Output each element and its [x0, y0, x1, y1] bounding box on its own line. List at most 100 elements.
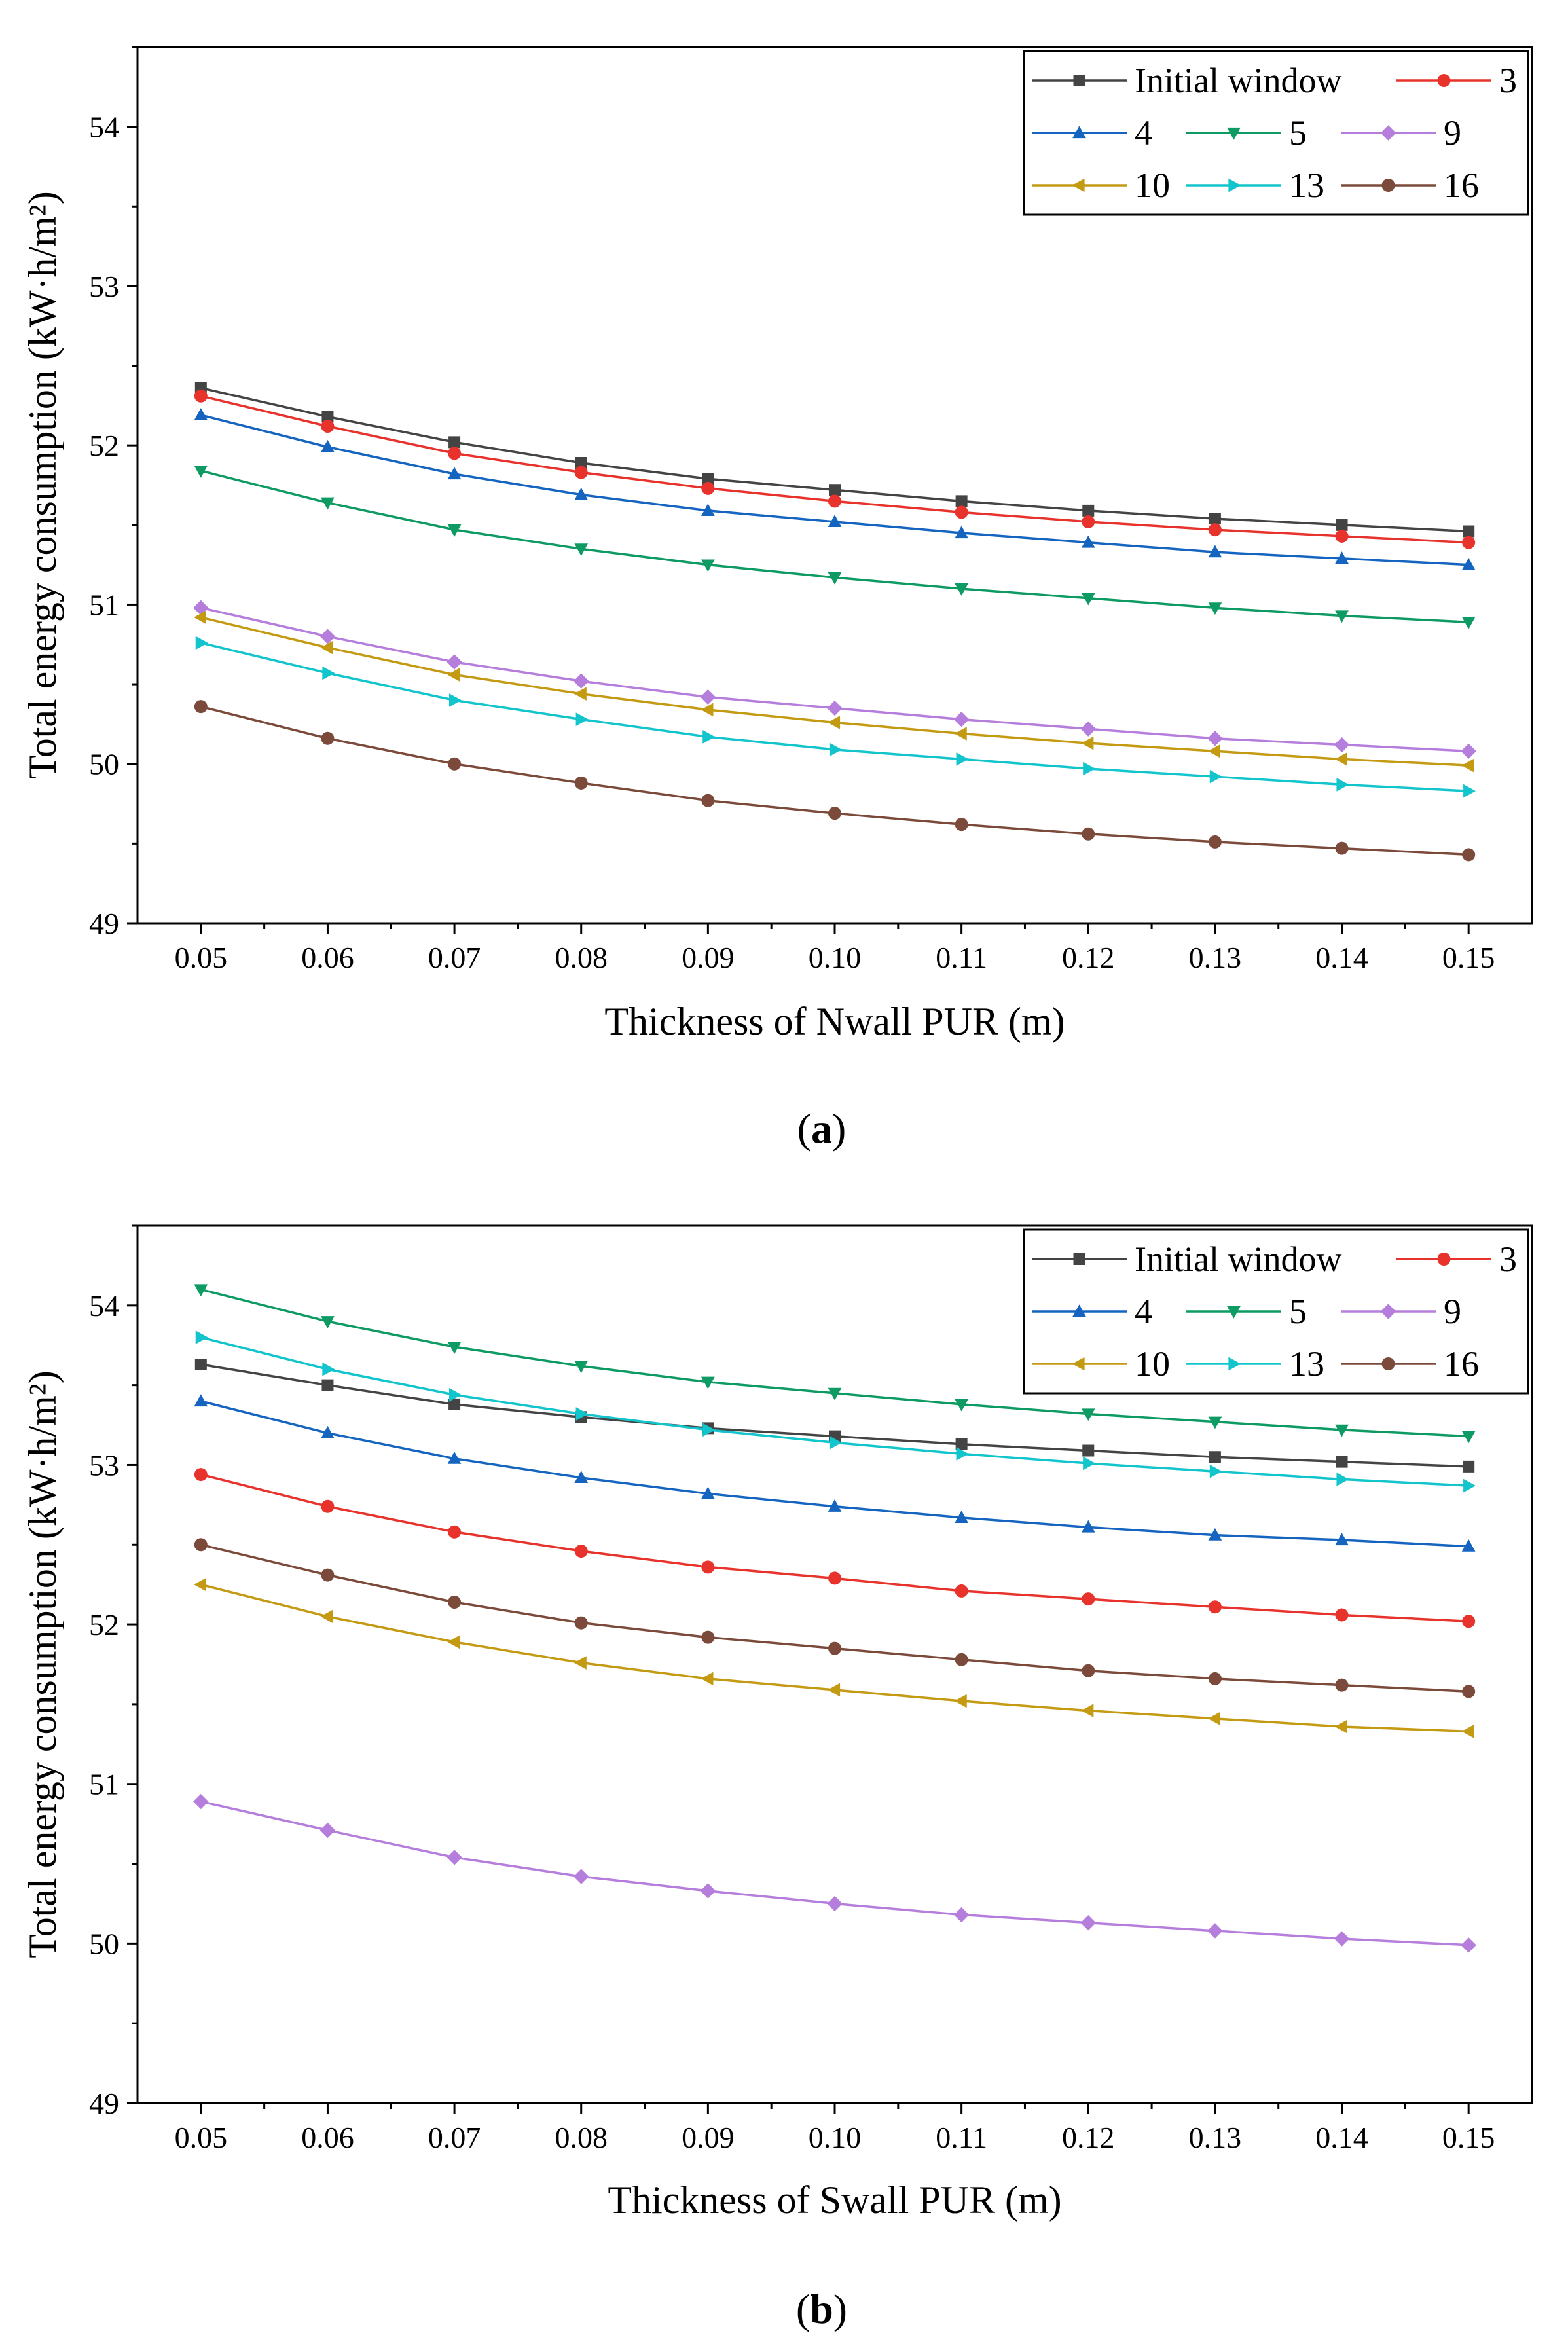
series-13 — [195, 636, 1476, 798]
data-point — [321, 1425, 335, 1438]
data-point — [574, 487, 589, 500]
series-3 — [194, 389, 1476, 549]
y-tick-label: 52 — [89, 429, 119, 462]
series-line — [200, 1473, 1469, 1622]
data-point — [321, 497, 335, 510]
x-tick-label: 0.11 — [936, 941, 987, 974]
data-point — [447, 1850, 462, 1865]
data-point — [447, 524, 462, 537]
data-point — [575, 456, 587, 469]
legend-marker — [1072, 178, 1085, 192]
x-tick-label: 0.06 — [301, 941, 354, 974]
data-point — [195, 1330, 208, 1344]
series-3 — [194, 1468, 1476, 1628]
data-point — [1461, 1937, 1476, 1953]
data-point — [1461, 1724, 1474, 1738]
data-point — [322, 1362, 335, 1376]
data-point — [701, 794, 715, 807]
legend-item: 16 — [1341, 1344, 1479, 1383]
y-tick-label: 51 — [89, 1768, 119, 1801]
series-line — [200, 642, 1469, 792]
data-point — [1209, 1464, 1222, 1478]
legend-item: 10 — [1032, 166, 1170, 205]
legend-marker — [1227, 127, 1241, 140]
data-point — [827, 1895, 843, 1912]
legend-item: 16 — [1341, 166, 1479, 205]
data-point — [447, 654, 462, 670]
data-point — [194, 1358, 207, 1370]
series-4 — [194, 1394, 1476, 1552]
x-tick-label: 0.10 — [809, 2121, 862, 2154]
data-point — [953, 711, 970, 727]
x-tick-label: 0.08 — [555, 941, 608, 974]
y-tick-label: 54 — [89, 1289, 119, 1323]
series-10 — [194, 1577, 1474, 1738]
data-point — [447, 467, 462, 480]
x-axis-title: Thickness of Nwall PUR (m) — [604, 1000, 1065, 1043]
legend-marker — [1228, 1357, 1241, 1371]
x-tick-label: 0.12 — [1062, 2121, 1115, 2154]
data-point — [1336, 519, 1348, 531]
y-tick-label: 51 — [89, 588, 119, 621]
data-point — [195, 636, 208, 650]
data-point — [1208, 523, 1222, 537]
y-tick-label: 53 — [89, 270, 119, 303]
legend-item: 3 — [1396, 61, 1517, 100]
x-tick-label: 0.11 — [936, 2121, 987, 2154]
data-point — [1461, 617, 1476, 630]
data-point — [955, 1584, 968, 1598]
y-tick-label: 53 — [89, 1448, 119, 1482]
legend-item: 9 — [1341, 1292, 1461, 1331]
data-point — [828, 716, 841, 729]
data-point — [322, 666, 335, 680]
series-9 — [193, 1793, 1476, 1953]
data-point — [321, 439, 335, 452]
data-point — [1461, 743, 1476, 759]
y-tick-label: 50 — [89, 1927, 119, 1960]
panel-caption: (a) — [797, 1105, 847, 1152]
legend-marker — [1437, 74, 1451, 87]
x-tick-label: 0.15 — [1442, 2121, 1495, 2154]
data-point — [955, 583, 968, 596]
data-point — [1082, 515, 1095, 528]
data-point — [574, 1869, 589, 1884]
data-point — [828, 1499, 842, 1512]
data-point — [828, 572, 842, 585]
y-tick-label: 49 — [89, 907, 119, 940]
data-point — [1335, 841, 1349, 855]
data-point — [701, 481, 715, 495]
data-point — [319, 629, 336, 644]
y-axis-title: Total energy consumption (kW·h/m²) — [21, 1370, 64, 1958]
data-point — [955, 495, 968, 507]
legend-label: 5 — [1289, 113, 1307, 153]
data-point — [448, 436, 461, 449]
data-point — [1081, 736, 1094, 750]
x-tick-label: 0.14 — [1315, 2121, 1368, 2154]
data-point — [448, 757, 462, 771]
legend-marker — [1072, 1304, 1086, 1317]
data-point — [193, 600, 209, 616]
data-point — [828, 1641, 841, 1655]
data-point — [701, 703, 714, 717]
legend-marker — [1228, 178, 1241, 192]
legend-label: 13 — [1289, 166, 1324, 205]
data-point — [321, 419, 335, 433]
data-point — [447, 668, 460, 682]
data-point — [574, 1361, 589, 1374]
x-tick-label: 0.13 — [1189, 2121, 1242, 2154]
data-point — [701, 559, 715, 572]
data-point — [321, 1379, 334, 1391]
data-point — [447, 1635, 460, 1649]
data-point — [955, 1511, 968, 1523]
data-point — [194, 1284, 208, 1297]
legend: Initial window 3 4 5 9 10 13 16 — [1023, 1228, 1529, 1395]
data-point — [1082, 1664, 1095, 1677]
data-point — [1335, 529, 1349, 543]
data-point — [574, 673, 589, 689]
data-point — [1463, 1478, 1476, 1493]
series-line — [200, 1543, 1469, 1693]
data-point — [1080, 721, 1096, 737]
data-point — [828, 1387, 842, 1401]
legend-label: 5 — [1289, 1292, 1307, 1331]
data-point — [955, 1399, 968, 1412]
